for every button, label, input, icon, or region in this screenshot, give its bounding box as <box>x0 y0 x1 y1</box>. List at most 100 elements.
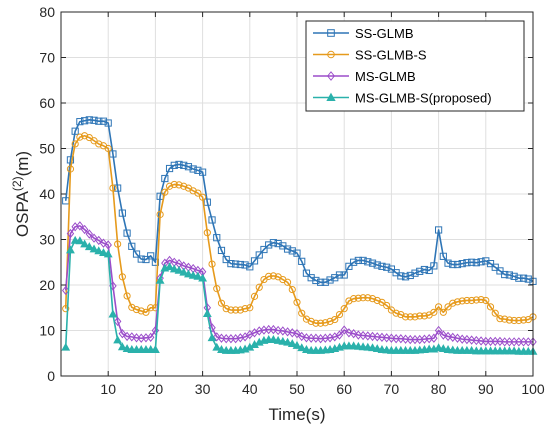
data-point <box>66 245 75 254</box>
data-point <box>383 301 391 310</box>
data-point <box>108 309 118 318</box>
data-point <box>76 221 84 231</box>
data-point <box>458 334 466 344</box>
data-point <box>439 252 447 260</box>
data-point <box>255 283 263 291</box>
data-point <box>439 330 448 340</box>
data-point <box>118 209 126 217</box>
data-point <box>416 312 424 320</box>
data-point <box>288 328 297 338</box>
data-point <box>435 226 443 234</box>
data-point <box>449 332 457 343</box>
data-point <box>274 239 282 248</box>
data-point <box>232 260 240 268</box>
data-point <box>382 333 391 343</box>
data-point <box>293 249 301 257</box>
data-point <box>81 132 89 140</box>
data-point <box>368 295 377 303</box>
data-point <box>477 295 485 304</box>
data-point <box>217 333 226 343</box>
data-point <box>117 342 127 351</box>
y-tick-label: 50 <box>39 141 55 157</box>
data-point <box>387 333 396 343</box>
y-axis-title-unit: (m) <box>13 151 32 176</box>
data-point <box>269 324 278 335</box>
data-point <box>297 331 306 342</box>
data-point <box>373 296 381 305</box>
data-point <box>468 258 476 266</box>
data-point <box>283 337 292 346</box>
data-point <box>155 275 165 284</box>
data-point <box>472 296 480 304</box>
y-tick-label: 20 <box>39 277 55 293</box>
data-point <box>373 261 381 269</box>
data-point <box>62 305 70 313</box>
data-point <box>273 335 283 344</box>
data-point <box>293 298 301 306</box>
data-point <box>326 317 334 325</box>
data-point <box>496 267 504 275</box>
data-point <box>81 117 89 125</box>
data-point <box>104 119 112 127</box>
data-point <box>283 278 292 286</box>
data-point <box>297 343 307 352</box>
data-point <box>184 163 193 171</box>
x-axis-title: Time(s) <box>269 405 326 424</box>
data-point <box>180 161 188 169</box>
data-point <box>278 336 288 345</box>
data-point <box>170 161 178 169</box>
data-point <box>150 345 160 353</box>
data-point <box>317 319 325 327</box>
data-point <box>161 174 169 183</box>
legend-marker <box>327 29 335 37</box>
data-point <box>265 272 273 280</box>
data-point <box>472 259 480 267</box>
legend-label: MS-GLMB <box>355 69 416 84</box>
data-point <box>438 344 448 353</box>
data-point <box>122 344 132 353</box>
data-point <box>85 116 93 124</box>
data-point <box>194 189 202 197</box>
data-point <box>287 339 297 348</box>
data-point <box>345 328 353 338</box>
data-point <box>199 193 207 201</box>
data-point <box>411 269 419 277</box>
data-point <box>236 260 244 269</box>
data-point <box>104 240 112 250</box>
legend-label: SS-GLMB-S <box>355 48 427 63</box>
data-point <box>188 270 198 279</box>
data-point <box>510 272 518 280</box>
data-point <box>128 242 136 250</box>
data-point <box>222 255 230 264</box>
data-point <box>496 336 504 347</box>
data-point <box>265 241 273 249</box>
data-point <box>175 160 183 169</box>
data-point <box>227 306 235 314</box>
data-point <box>193 271 203 280</box>
data-point <box>132 333 141 343</box>
data-point <box>349 329 358 339</box>
data-point <box>354 294 362 302</box>
data-point <box>486 303 495 311</box>
data-point <box>250 257 259 265</box>
x-tick-label: 60 <box>336 381 352 397</box>
data-point <box>368 343 377 352</box>
data-point <box>76 118 84 126</box>
data-point <box>118 273 126 281</box>
data-point <box>66 228 75 239</box>
data-point <box>340 325 348 335</box>
data-point <box>392 309 400 317</box>
data-point <box>458 260 466 268</box>
data-point <box>411 313 419 321</box>
data-point <box>203 198 211 206</box>
data-point <box>113 335 123 344</box>
data-point <box>283 245 292 253</box>
data-point <box>118 329 127 339</box>
x-tick-label: 70 <box>384 381 400 397</box>
data-point <box>170 180 178 189</box>
data-point <box>165 262 174 271</box>
data-point <box>109 150 117 158</box>
data-point <box>368 331 377 342</box>
data-point <box>496 315 504 323</box>
data-point <box>85 229 94 239</box>
